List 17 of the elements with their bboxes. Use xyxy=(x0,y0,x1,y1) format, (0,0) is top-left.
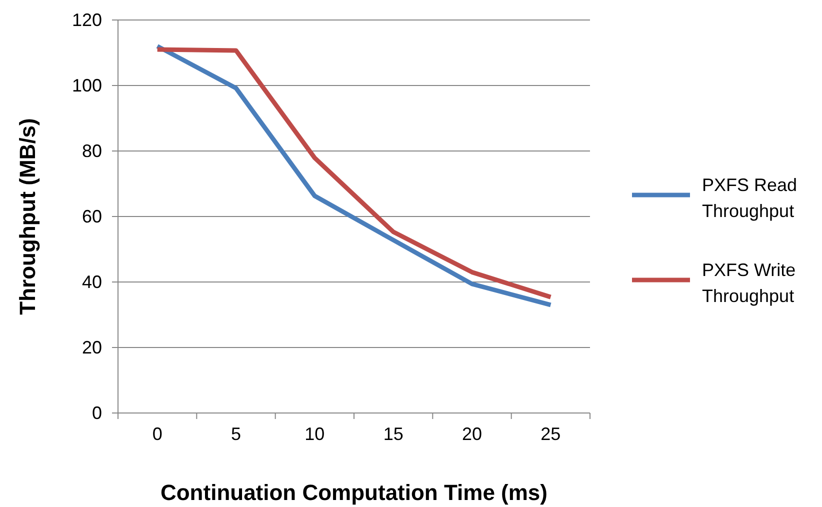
y-axis-title: Throughput (MB/s) xyxy=(15,118,40,315)
y-tick-label: 80 xyxy=(82,140,102,161)
y-tick-label: 20 xyxy=(82,337,102,358)
x-tick-label: 10 xyxy=(304,424,325,444)
x-tick-label: 0 xyxy=(152,424,162,444)
x-axis-title: Continuation Computation Time (ms) xyxy=(160,480,548,505)
x-tick-label: 5 xyxy=(230,424,242,444)
y-tick-label: 0 xyxy=(92,402,102,423)
y-tick-label: 100 xyxy=(72,75,102,96)
legend-label: PXFS Write Throughput xyxy=(702,260,796,306)
y-tick-label: 60 xyxy=(82,206,102,226)
x-tick-label: 15 xyxy=(383,424,404,444)
y-tick-label: 40 xyxy=(82,272,102,292)
x-tick-label: 25 xyxy=(540,424,561,444)
y-tick-label: 120 xyxy=(72,10,102,30)
x-tick-label: 20 xyxy=(462,424,482,444)
legend-label: PXFS Read Throughput xyxy=(702,175,798,221)
